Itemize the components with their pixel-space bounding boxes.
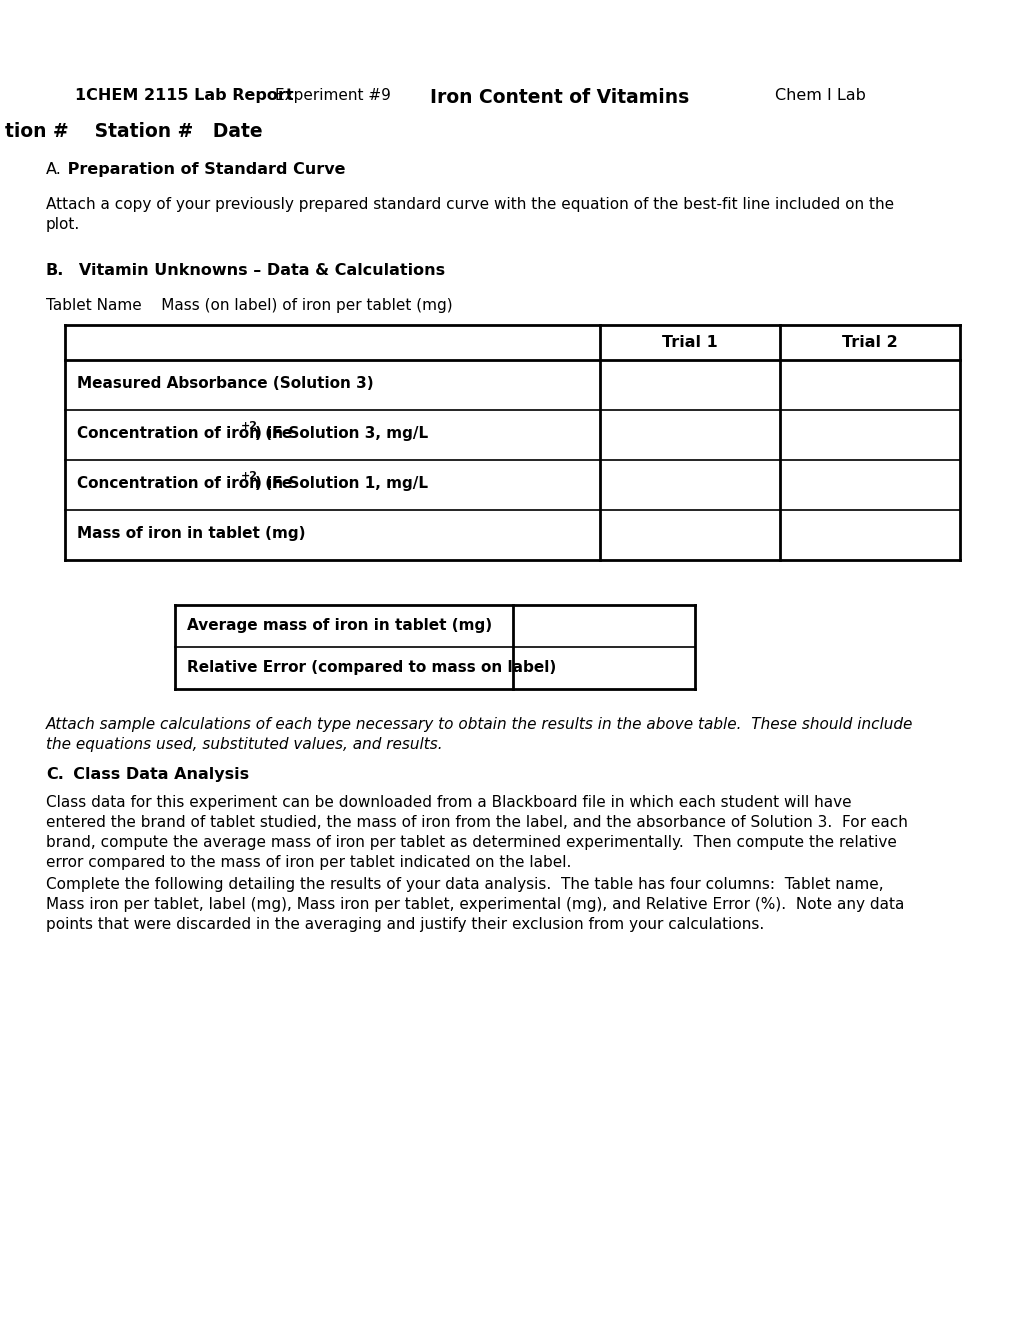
Text: Chem I Lab: Chem I Lab — [774, 88, 865, 103]
Text: points that were discarded in the averaging and justify their exclusion from you: points that were discarded in the averag… — [46, 917, 763, 932]
Text: plot.: plot. — [46, 216, 81, 232]
Text: Concentration of iron (Fe: Concentration of iron (Fe — [76, 426, 292, 441]
Text: Concentration of iron (Fe: Concentration of iron (Fe — [76, 477, 292, 491]
Text: Complete the following detailing the results of your data analysis.  The table h: Complete the following detailing the res… — [46, 876, 882, 892]
Text: ) in Solution 1, mg/L: ) in Solution 1, mg/L — [255, 477, 427, 491]
Text: Mass iron per tablet, label (mg), Mass iron per tablet, experimental (mg), and R: Mass iron per tablet, label (mg), Mass i… — [46, 898, 904, 912]
Text: +2: +2 — [240, 421, 258, 432]
Text: ) in Solution 3, mg/L: ) in Solution 3, mg/L — [255, 426, 427, 441]
Text: Class Data Analysis: Class Data Analysis — [62, 767, 249, 781]
Text: tion #    Station #   Date: tion # Station # Date — [5, 121, 262, 141]
Text: Relative Error (compared to mass on label): Relative Error (compared to mass on labe… — [186, 660, 555, 675]
Text: Experiment #9: Experiment #9 — [275, 88, 390, 103]
Text: Tablet Name    Mass (on label) of iron per tablet (mg): Tablet Name Mass (on label) of iron per … — [46, 298, 452, 313]
Text: Iron Content of Vitamins: Iron Content of Vitamins — [430, 88, 689, 107]
Text: the equations used, substituted values, and results.: the equations used, substituted values, … — [46, 737, 442, 752]
Text: +2: +2 — [240, 471, 258, 480]
Text: error compared to the mass of iron per tablet indicated on the label.: error compared to the mass of iron per t… — [46, 855, 571, 870]
Text: Attach a copy of your previously prepared standard curve with the equation of th: Attach a copy of your previously prepare… — [46, 197, 894, 213]
Text: C.: C. — [46, 767, 64, 781]
Text: Vitamin Unknowns – Data & Calculations: Vitamin Unknowns – Data & Calculations — [62, 263, 444, 279]
Text: B.: B. — [46, 263, 64, 279]
Text: Average mass of iron in tablet (mg): Average mass of iron in tablet (mg) — [186, 618, 491, 634]
Text: Class data for this experiment can be downloaded from a Blackboard file in which: Class data for this experiment can be do… — [46, 795, 851, 810]
Text: Trial 1: Trial 1 — [661, 335, 717, 350]
Text: brand, compute the average mass of iron per tablet as determined experimentally.: brand, compute the average mass of iron … — [46, 836, 896, 850]
Text: 1CHEM 2115 Lab Report: 1CHEM 2115 Lab Report — [75, 88, 293, 103]
Text: A.: A. — [46, 162, 62, 177]
Text: Preparation of Standard Curve: Preparation of Standard Curve — [62, 162, 345, 177]
Text: Trial 2: Trial 2 — [842, 335, 897, 350]
Text: Measured Absorbance (Solution 3): Measured Absorbance (Solution 3) — [76, 376, 373, 391]
Text: Attach sample calculations of each type necessary to obtain the results in the a: Attach sample calculations of each type … — [46, 717, 912, 733]
Text: Mass of iron in tablet (mg): Mass of iron in tablet (mg) — [76, 525, 306, 541]
Text: entered the brand of tablet studied, the mass of iron from the label, and the ab: entered the brand of tablet studied, the… — [46, 814, 907, 830]
